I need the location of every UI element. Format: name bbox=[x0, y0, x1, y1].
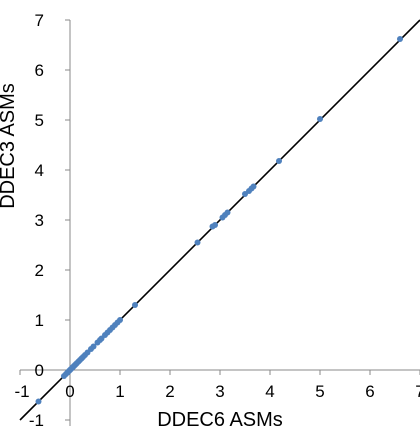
x-axis-title: DDEC6 ASMs bbox=[157, 409, 283, 431]
data-point bbox=[224, 209, 231, 216]
x-tick-label: -1 bbox=[14, 382, 29, 401]
data-point bbox=[317, 116, 323, 122]
y-tick-label: 4 bbox=[35, 161, 44, 180]
x-tick-label: 7 bbox=[415, 382, 420, 401]
y-tick-label: 0 bbox=[35, 361, 44, 380]
x-tick-label: 3 bbox=[215, 382, 224, 401]
tick-labels-layer: -1 0 1 2 3 4 5 6 7 -1 0 1 2 3 4 5 6 7 bbox=[14, 11, 420, 430]
y-axis-title: DDEC3 ASMs bbox=[0, 83, 19, 209]
y-tick-label: 1 bbox=[35, 311, 44, 330]
y-tick-label: 6 bbox=[35, 61, 44, 80]
y-tick-label: 5 bbox=[35, 111, 44, 130]
x-tick-label: 0 bbox=[65, 382, 74, 401]
y-tick-label: 2 bbox=[35, 261, 44, 280]
data-point bbox=[250, 183, 257, 190]
data-point bbox=[132, 302, 138, 308]
x-tick-label: 2 bbox=[165, 382, 174, 401]
y-tick-label: -1 bbox=[29, 411, 44, 430]
data-point bbox=[117, 317, 123, 323]
y-tick-label: 3 bbox=[35, 211, 44, 230]
x-tick-label: 4 bbox=[265, 382, 274, 401]
y-tick-label: 7 bbox=[35, 11, 44, 30]
x-tick-label: 1 bbox=[115, 382, 124, 401]
data-point bbox=[212, 222, 218, 228]
data-point bbox=[194, 239, 201, 246]
data-point bbox=[90, 343, 97, 350]
data-point bbox=[397, 36, 403, 42]
x-tick-label: 5 bbox=[315, 382, 324, 401]
data-points-layer bbox=[35, 36, 403, 405]
data-point bbox=[35, 398, 42, 405]
data-point bbox=[276, 158, 282, 164]
x-tick-label: 6 bbox=[365, 382, 374, 401]
